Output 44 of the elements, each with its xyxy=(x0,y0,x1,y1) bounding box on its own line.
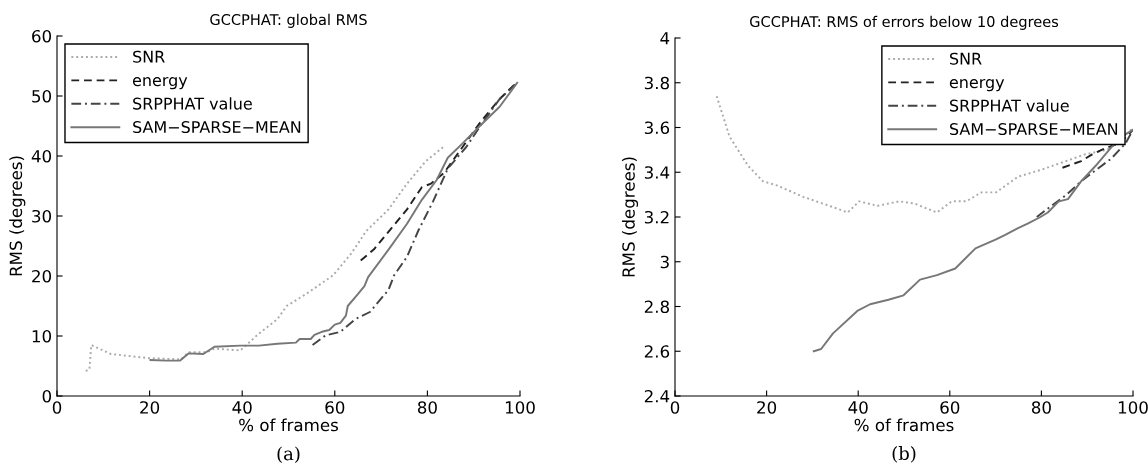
y-tick-label: 2.6 xyxy=(644,345,670,358)
x-tick-label: 40 xyxy=(232,401,252,414)
x-tick-label: 60 xyxy=(325,401,345,414)
y-tick-label: 30 xyxy=(32,209,52,223)
y-tick-label: 50 xyxy=(32,89,52,103)
y-tick-label: 4 xyxy=(660,32,670,45)
x-tick-label: 20 xyxy=(140,401,160,414)
x-tick-label: 0 xyxy=(52,401,62,414)
x-tick-label: 20 xyxy=(757,401,777,414)
legend-label: SRPPHAT value xyxy=(950,99,1069,112)
y-axis-title: RMS (degrees) xyxy=(621,157,639,277)
y-tick-label: 10 xyxy=(32,329,52,343)
legend-label: energy xyxy=(132,77,188,90)
legend-label: SNR xyxy=(133,50,165,63)
chart-title: GCCPHAT: global RMS xyxy=(210,13,367,28)
x-tick-label: 0 xyxy=(670,401,680,414)
legend-label: SAM−SPARSE−MEAN xyxy=(950,122,1118,136)
y-tick-label: 2.4 xyxy=(644,389,670,403)
y-tick-label: 3.8 xyxy=(644,76,669,90)
x-tick-label: 100 xyxy=(1118,401,1148,414)
legend-label: energy xyxy=(949,79,1005,92)
y-tick-label: 20 xyxy=(32,269,52,283)
legend-label: SRPPHAT value xyxy=(133,97,252,110)
y-tick-label: 3.4 xyxy=(644,166,670,179)
x-tick-label: 100 xyxy=(505,401,535,414)
y-tick-label: 2.8 xyxy=(644,300,669,314)
y-tick-label: 3 xyxy=(660,255,669,269)
x-axis-title: % of frames xyxy=(854,418,954,432)
y-tick-label: 3.2 xyxy=(644,210,669,224)
x-tick-label: 60 xyxy=(940,401,960,414)
x-axis-title: % of frames xyxy=(239,418,338,432)
legend-label: SNR xyxy=(950,52,982,65)
x-tick-label: 80 xyxy=(417,401,437,414)
y-axis-title: RMS (degrees) xyxy=(9,156,26,276)
y-tick-label: 0 xyxy=(42,389,52,403)
y-tick-label: 40 xyxy=(31,149,52,163)
x-tick-label: 40 xyxy=(848,401,868,414)
text: (a) xyxy=(277,446,300,463)
text: (b) xyxy=(892,446,916,463)
x-tick-label: 80 xyxy=(1031,401,1051,414)
y-tick-label: 3.6 xyxy=(644,121,670,135)
legend-label: SAM−SPARSE−MEAN xyxy=(133,120,301,134)
y-tick-label: 60 xyxy=(32,29,52,43)
chart-title: GCCPHAT: RMS of errors below 10 degrees xyxy=(750,15,1059,30)
